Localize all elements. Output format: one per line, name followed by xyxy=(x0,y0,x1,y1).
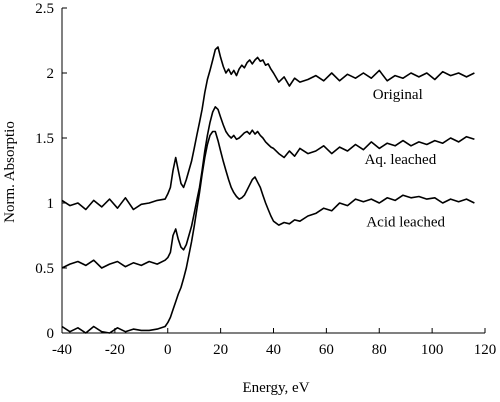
y-tick-label: 0 xyxy=(47,326,55,342)
x-tick-label: 0 xyxy=(164,342,172,358)
y-tick-label: 2.5 xyxy=(35,1,54,17)
y-tick-label: 1 xyxy=(47,196,55,212)
x-axis-title: Energy, eV xyxy=(242,380,309,396)
x-tick-label: 80 xyxy=(372,342,387,358)
x-tick-label: 100 xyxy=(421,342,444,358)
x-tick-label: 120 xyxy=(474,342,497,358)
x-tick-label: -20 xyxy=(105,342,125,358)
y-tick-label: 2 xyxy=(47,66,55,82)
series-line-0 xyxy=(61,46,475,211)
series-label-1: Aq. leached xyxy=(365,152,437,168)
x-tick-label: -40 xyxy=(52,342,72,358)
series-line-2 xyxy=(61,130,475,334)
series-label-2: Acid leached xyxy=(366,214,445,230)
x-tick-label: 20 xyxy=(213,342,228,358)
y-tick-label: 0.5 xyxy=(35,261,54,277)
x-tick-label: 60 xyxy=(319,342,334,358)
y-axis-title: Norm. Absorptio xyxy=(2,121,18,223)
y-tick-label: 1.5 xyxy=(35,131,54,147)
series-group xyxy=(61,46,475,334)
series-labels: Original Aq. leached Acid leached xyxy=(365,87,446,230)
x-tick-label: 40 xyxy=(266,342,281,358)
axes: 0 0.5 1 1.5 2 2.5 -40 -20 0 20 40 60 80 100 120 xyxy=(35,1,496,358)
series-label-0: Original xyxy=(373,87,423,103)
series-line-1 xyxy=(61,106,475,269)
